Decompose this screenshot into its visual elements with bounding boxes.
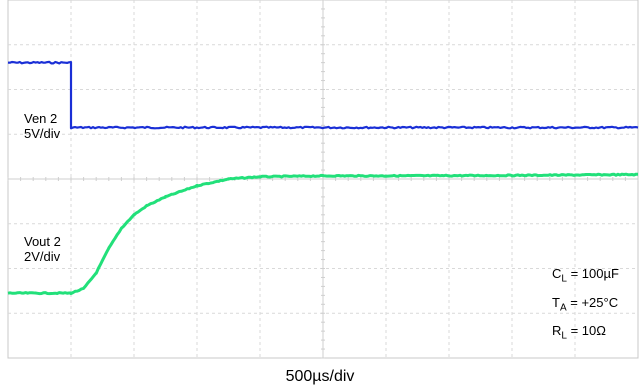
vout2-scale: 2V/div	[24, 249, 61, 264]
load-resistance-label: RL = 10Ω	[552, 323, 606, 342]
ven2-label: Ven 2 5V/div	[24, 111, 60, 141]
time-scale-label: 500µs/div	[285, 368, 355, 385]
trace-ven-2	[7, 60, 639, 130]
trace-vout-2	[7, 172, 638, 296]
vout2-name: Vout 2	[24, 234, 61, 249]
ambient-temperature-label: TA = +25°C	[552, 295, 619, 314]
vout2-label: Vout 2 2V/div	[24, 234, 61, 264]
ven2-scale: 5V/div	[24, 126, 61, 141]
traces	[7, 60, 639, 296]
ven2-name: Ven 2	[24, 111, 58, 126]
load-capacitance-label: CL = 100µF	[552, 266, 619, 285]
grid	[7, 0, 639, 359]
